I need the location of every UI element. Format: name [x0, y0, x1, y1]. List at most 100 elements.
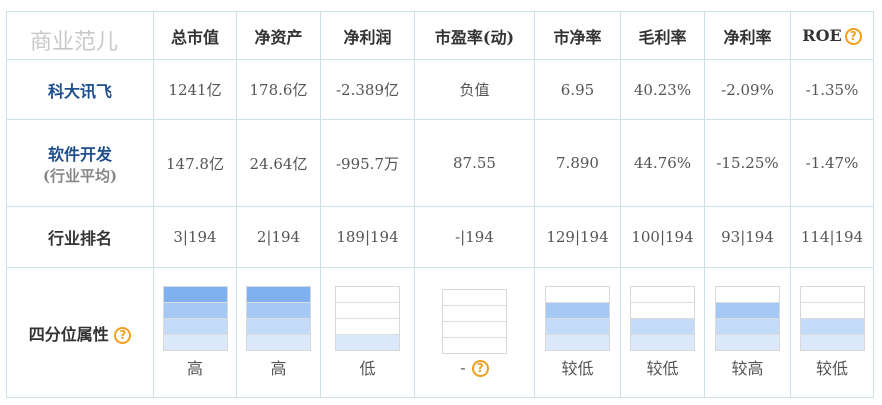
quartile-bar — [443, 320, 506, 337]
quartile-bar — [631, 334, 694, 350]
quartile-bars — [715, 286, 780, 351]
rank-label: 行业排名 — [6, 206, 154, 268]
column-header-label: 总市值 — [170, 27, 219, 47]
rank-value: -|194 — [414, 206, 535, 268]
quartile-bar — [800, 318, 864, 334]
industry-value: 147.8亿 — [153, 119, 237, 207]
quartile-bars — [246, 286, 311, 351]
quartile-label: 四分位属性 — [28, 324, 109, 344]
quartile-bar — [546, 318, 609, 334]
industry-value: 44.76% — [620, 119, 705, 207]
rank-value: 3|194 — [153, 206, 237, 268]
column-header: 净资产 — [236, 11, 321, 60]
column-header: 净利率 — [704, 11, 791, 60]
quartile-cell: -? — [414, 267, 535, 398]
quartile-bar — [631, 318, 694, 334]
column-header-label: ROE — [802, 26, 842, 45]
rank-value: 189|194 — [320, 206, 415, 268]
company-name[interactable]: 科大讯飞 — [6, 59, 154, 120]
question-circle-icon[interactable]: ? — [471, 359, 489, 377]
rank-value: 129|194 — [534, 206, 621, 268]
quartile-bar — [336, 334, 399, 350]
quartile-bar — [546, 287, 609, 302]
quartile-value: - — [460, 357, 466, 377]
quartile-value: 高 — [270, 359, 287, 378]
quartile-bar — [716, 318, 779, 334]
quartile-bar — [716, 287, 779, 302]
rank-row: 行业排名 3|194 2|194 189|194 -|194 129|194 100|19… — [6, 206, 874, 268]
column-header-label: 净利率 — [723, 27, 772, 47]
question-circle-icon[interactable]: ? — [114, 326, 132, 344]
company-value: 6.95 — [534, 59, 621, 120]
company-value: 178.6亿 — [236, 59, 321, 120]
column-header: 总市值 — [153, 11, 237, 60]
quartile-bar — [443, 289, 506, 305]
industry-name[interactable]: 软件开发 — [47, 144, 112, 164]
company-value: 1241亿 — [153, 59, 237, 120]
column-header-label: 净利润 — [343, 27, 392, 47]
company-value: 负值 — [414, 59, 535, 120]
quartile-cell: 较低 — [620, 267, 705, 398]
column-header: 市盈率(动) — [414, 11, 535, 60]
quartile-bar — [336, 302, 399, 318]
quartile-bar — [546, 302, 609, 318]
industry-sub: (行业平均) — [42, 166, 118, 185]
quartile-bar — [163, 318, 227, 334]
quartile-row: 四分位属性 ? 高 高 低 -? 较低 较低 较高 较低 — [6, 267, 874, 398]
quartile-value: 较高 — [731, 359, 764, 378]
industry-value: -15.25% — [704, 119, 791, 207]
quartile-bar — [800, 334, 864, 350]
company-value: -2.389亿 — [320, 59, 415, 120]
header-row: 总市值 净资产 净利润 市盈率(动) 市净率 毛利率 净利率 ROE? — [6, 11, 874, 60]
column-header: 市净率 — [534, 11, 621, 60]
quartile-bar — [631, 302, 694, 318]
industry-value: 87.55 — [414, 119, 535, 207]
column-header-label: 市盈率(动) — [434, 27, 515, 47]
comparison-table: 总市值 净资产 净利润 市盈率(动) 市净率 毛利率 净利率 ROE? 科大讯飞 1241亿 1… — [6, 11, 874, 398]
quartile-value: 高 — [186, 359, 203, 378]
quartile-bar — [163, 287, 227, 302]
company-value: 40.23% — [620, 59, 705, 120]
rank-value: 114|194 — [790, 206, 874, 268]
column-header: 净利润 — [320, 11, 415, 60]
quartile-cell: 高 — [236, 267, 321, 398]
quartile-bar — [716, 334, 779, 350]
quartile-bars — [630, 286, 695, 351]
quartile-cell: 较高 — [704, 267, 791, 398]
quartile-bars — [799, 286, 865, 351]
watermark: 商业范儿 — [30, 30, 119, 55]
column-header-label: 毛利率 — [638, 27, 687, 47]
quartile-bar — [546, 334, 609, 350]
industry-value: -1.47% — [790, 119, 874, 207]
quartile-bar — [247, 334, 310, 350]
quartile-bar — [443, 336, 506, 353]
quartile-value: 较低 — [646, 359, 679, 378]
quartile-bar — [247, 287, 310, 302]
quartile-bar — [443, 304, 506, 321]
company-row: 科大讯飞 1241亿 178.6亿 -2.389亿 负值 6.95 40.23% -2.09… — [6, 59, 874, 120]
rank-value: 2|194 — [236, 206, 321, 268]
quartile-cell: 较低 — [534, 267, 621, 398]
quartile-bar — [800, 287, 864, 302]
quartile-bar — [163, 334, 227, 350]
rank-value: 100|194 — [620, 206, 705, 268]
industry-value: 24.64亿 — [236, 119, 321, 207]
quartile-bar — [716, 302, 779, 318]
quartile-value: 低 — [359, 359, 376, 378]
column-header: ROE? — [790, 11, 874, 60]
quartile-bar — [631, 287, 694, 302]
industry-value: 7.890 — [534, 119, 621, 207]
quartile-cell: 低 — [320, 267, 415, 398]
quartile-bars — [545, 286, 610, 351]
question-circle-icon[interactable]: ? — [844, 28, 862, 45]
column-header: 毛利率 — [620, 11, 705, 60]
industry-value: -995.7万 — [320, 119, 415, 207]
quartile-bars — [162, 286, 228, 351]
rank-value: 93|194 — [704, 206, 791, 268]
quartile-bars — [442, 288, 507, 354]
quartile-bar — [800, 302, 864, 318]
quartile-cell: 较低 — [790, 267, 874, 398]
company-value: -1.35% — [790, 59, 874, 120]
quartile-bar — [247, 318, 310, 334]
quartile-value: 较低 — [815, 359, 848, 378]
